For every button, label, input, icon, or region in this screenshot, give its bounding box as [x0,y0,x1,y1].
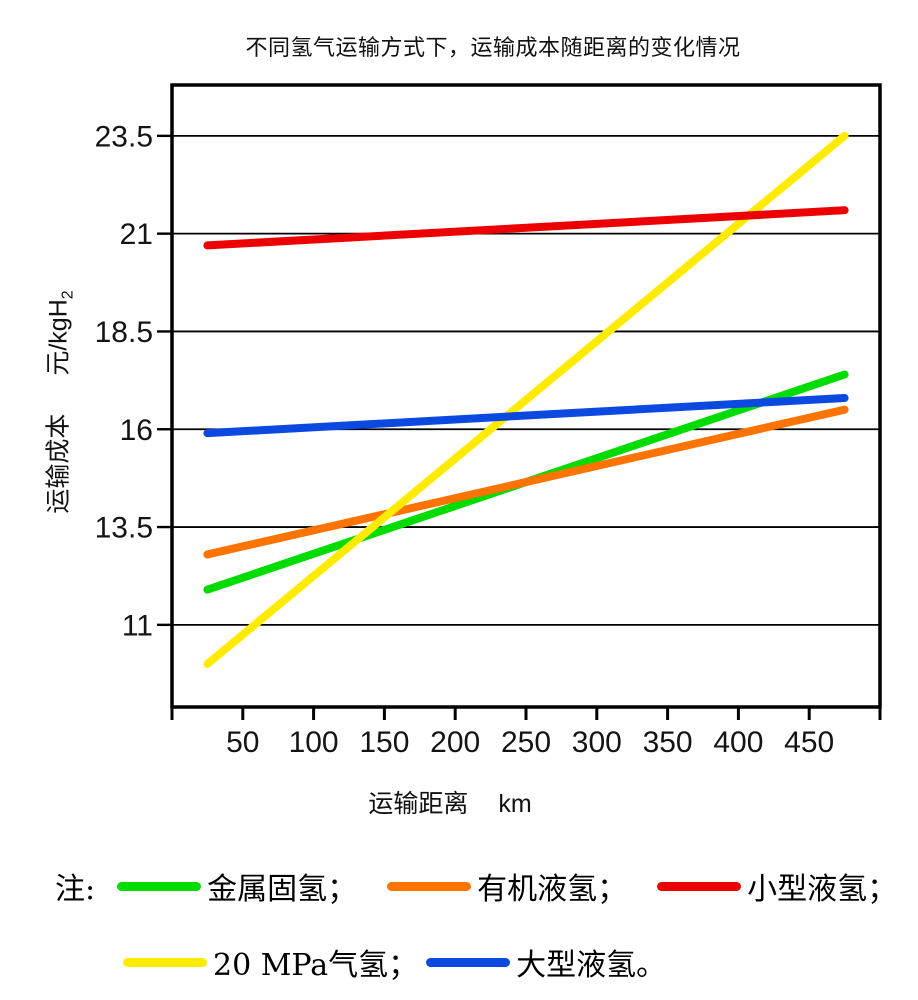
y-tick-label: 18.5 [95,316,153,349]
series-line-3 [203,206,849,250]
x-tick-label: 450 [784,726,834,759]
y-tick-label: 23.5 [95,120,153,153]
legend-swatch-icon [387,881,472,891]
y-axis-unit-subscript: 2 [59,290,77,300]
y-axis-title: 运输成本 元/kgH2 [39,290,78,513]
x-axis-title: 运输距离 km [368,784,531,820]
series-line-2 [203,405,849,559]
series-line-5 [203,393,849,438]
chart-title: 不同氢气运输方式下，运输成本随距离的变化情况 [245,35,741,60]
y-tick-label: 11 [122,609,153,642]
legend-swatch-icon [657,881,742,891]
x-tick-label: 200 [430,726,480,759]
legend-note-prefix: 注: [55,872,96,907]
legend-item: 20 MPa气氢； [123,940,418,984]
legend-row-1: 注: 金属固氢； 有机液氢； 小型液氢； [55,864,897,908]
legend-label: 20 MPa气氢； [213,948,419,983]
x-tick-label: 250 [501,726,551,759]
y-tick-label: 21 [120,218,153,251]
x-tick-label: 300 [572,726,622,759]
legend-row-2: 20 MPa气氢； 大型液氢。 [55,940,897,984]
legend: 注: 金属固氢； 有机液氢； 小型液氢； 20 MPa气氢； 大型液氢。 [55,864,897,984]
series-line-4 [203,131,849,668]
legend-swatch-icon [426,957,511,967]
legend-item: 大型液氢。 [426,940,666,984]
legend-item: 小型液氢； [657,864,897,908]
legend-swatch-icon [117,881,202,891]
y-axis-unit: 元/kgH [44,299,73,376]
legend-item: 有机液氢； [387,864,627,908]
legend-label: 大型液氢。 [516,948,667,983]
legend-item: 金属固氢； [117,864,357,908]
y-axis-title-text: 运输成本 [44,413,73,514]
legend-label: 有机液氢； [477,872,628,907]
plot-area: 11 13.5 16 18.5 21 23.5 50 100 150 200 250 300 350 40… [95,83,882,759]
legend-swatch-icon [123,957,207,967]
x-tick-label: 150 [359,726,409,759]
x-tick-label: 350 [643,726,693,759]
x-axis-title-text: 运输距离 [368,790,469,818]
x-axis-unit: km [498,790,532,818]
x-tick-label: 100 [289,726,339,759]
x-tick-label: 50 [226,726,259,759]
y-tick-label: 16 [120,414,153,447]
y-tick-label: 13.5 [95,512,153,545]
x-tick-label: 400 [713,726,763,759]
plot-border [170,83,882,709]
legend-label: 小型液氢； [747,872,898,907]
legend-label: 金属固氢； [207,872,358,907]
